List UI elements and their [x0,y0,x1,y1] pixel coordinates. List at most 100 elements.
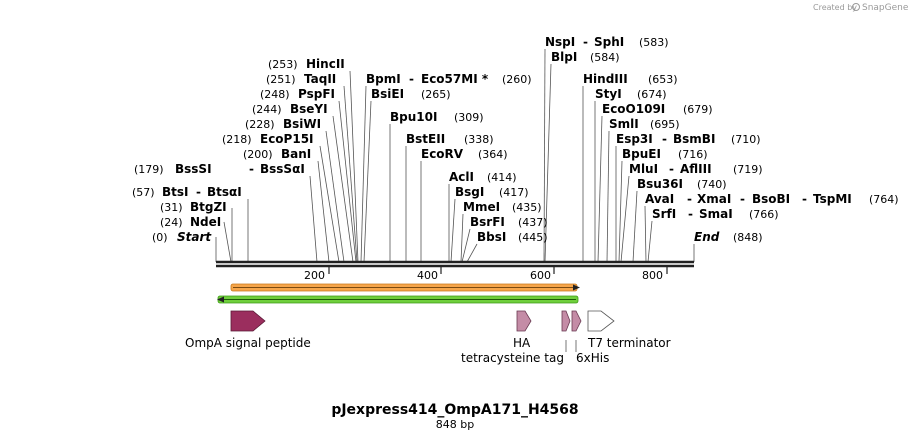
site-blpi[interactable]: BlpI [551,50,577,64]
site-bani[interactable]: BanI [281,147,311,161]
leader-bani [317,160,330,263]
site-pos: (583) [639,36,669,49]
site-pos: (260) [502,73,532,86]
site-smai[interactable]: SmaI [699,207,733,221]
site-bpu10i[interactable]: Bpu10I [390,110,437,124]
site-pos: (764) [869,193,899,206]
site-pos: (653) [648,73,678,86]
site-bsrfi[interactable]: BsrFI [470,215,505,229]
leader-bsgi [450,198,456,263]
site-pos: (417) [499,186,529,199]
site-ecorv[interactable]: EcoRV [421,147,464,161]
leader-bsiwi [325,130,345,263]
site-separator: - [583,35,588,49]
site-pos: (414) [487,171,517,184]
site-bsiei[interactable]: BsiEI [371,87,404,101]
leader-srfi [647,220,653,263]
feature-6xhis[interactable] [571,310,582,332]
site-pos: (674) [637,88,667,101]
site-bsmbi[interactable]: BsmBI [673,132,715,146]
site-taqii[interactable]: TaqII [304,72,336,86]
site-nspi[interactable]: NspI [545,35,575,49]
site-ecop15i[interactable]: EcoP15I [260,132,314,146]
site-bsiwi[interactable]: BsiWI [283,117,321,131]
site-bsteii[interactable]: BstEII [406,132,445,146]
feature-label-ha: HA [513,336,531,350]
site-pos: (445) [518,231,548,244]
site-separator: - [740,192,745,206]
site-esp3i[interactable]: Esp3I [616,132,653,146]
site-hindiii[interactable]: HindIII [583,72,628,86]
start-pos: (0) [152,231,168,244]
site-bpmi[interactable]: BpmI [366,72,401,86]
leader-nspi [543,48,546,263]
site-bsobi[interactable]: BsoBI [752,192,790,206]
site-bsu36i[interactable]: Bsu36I [637,177,683,191]
feature-ompa-signal-peptide[interactable] [230,310,266,332]
site-pos: (24) [160,216,183,229]
site-separator: - [196,185,201,199]
site-pos: (253) [268,58,298,71]
site-bpuei[interactable]: BpuEI [622,147,661,161]
leader-bseyi [332,115,354,263]
leader-pspfi [338,100,357,263]
leader-taqii [343,85,358,263]
right-site-labels: NspI - SphI (583) BlpI (584) HindIII (65… [545,35,899,221]
leader-bsssi [309,175,318,263]
site-smli[interactable]: SmlI [609,117,639,131]
leader-mmei [460,213,464,263]
green-reverse-bar[interactable] [217,295,579,304]
site-bseyi[interactable]: BseYI [290,102,328,116]
site-pos: (244) [252,103,282,116]
site-pos: (265) [421,88,451,101]
feature-t7-terminator[interactable] [587,310,615,332]
leader-bpmi [360,85,367,263]
site-mmei[interactable]: MmeI [463,200,500,214]
site-bsgi[interactable]: BsgI [455,185,484,199]
site-styi[interactable]: StyI [595,87,622,101]
credit-brand: SnapGene [862,3,909,13]
site-srfi[interactable]: SrfI [652,207,676,221]
site-sphi[interactable]: SphI [594,35,624,49]
site-bbsi[interactable]: BbsI [477,230,506,244]
site-btsi[interactable]: BtsI [162,185,189,199]
leader-ecop15i [319,145,340,263]
site-pos: (251) [266,73,296,86]
site-ndei[interactable]: NdeI [190,215,221,229]
start-label: Start [177,230,212,244]
site-afliii[interactable]: AflIII [680,162,712,176]
site-pspfi[interactable]: PspFI [298,87,335,101]
site-ecoo109i[interactable]: EcoO109I [602,102,665,116]
feature-tetracysteine-tag[interactable] [561,310,571,332]
site-pos: (338) [464,133,494,146]
orange-forward-bar[interactable] [230,283,580,292]
leader-mlui [620,175,630,263]
site-tspmi[interactable]: TspMI [813,192,852,206]
site-pos: (31) [160,201,183,214]
site-separator: - [249,162,254,176]
tick-label-800: 800 [642,269,663,282]
leader-ecoo109i [597,115,603,263]
site-hincii[interactable]: HincII [306,57,345,71]
site-pos: (309) [454,111,484,124]
site-btgzi[interactable]: BtgZI [190,200,227,214]
leader-bbsi [466,243,478,263]
site-mlui[interactable]: MluI [629,162,658,176]
site-eco57mi[interactable]: Eco57MI * [421,72,489,86]
site-avai[interactable]: AvaI [645,192,674,206]
site-pos: (437) [518,216,548,229]
feature-ha-tag[interactable] [516,310,532,332]
leader-avai [644,205,647,263]
leader-bsu36i [632,190,638,263]
site-acli[interactable]: AclI [449,170,474,184]
site-pos: (710) [731,133,761,146]
site-pos: (57) [132,186,155,199]
site-bsssai[interactable]: BssSαI [260,162,305,176]
map-length: 848 bp [436,418,474,431]
site-pos: (584) [590,51,620,64]
tick-label-600: 600 [530,269,551,282]
site-btsai[interactable]: BtsαI [207,185,242,199]
site-xmai[interactable]: XmaI [697,192,731,206]
site-bsssi[interactable]: BssSI [175,162,212,176]
left-site-labels: (24) NdeI (31) BtgZI (57) BtsI - BtsαI (… [132,57,345,229]
